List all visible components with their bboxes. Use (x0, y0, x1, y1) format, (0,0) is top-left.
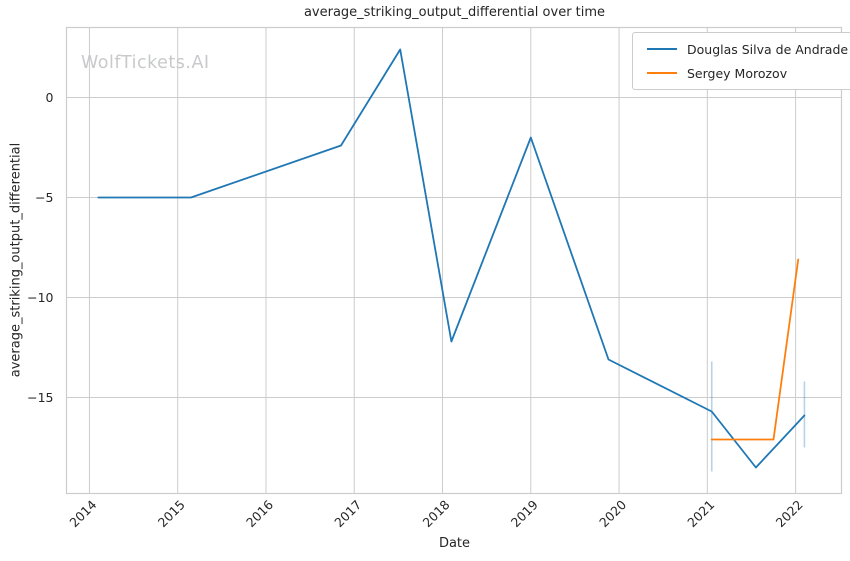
x-tick-label: 2014 (66, 497, 99, 530)
legend-line-swatch-orange (647, 72, 677, 74)
legend: Douglas Silva de Andrade Sergey Morozov (632, 32, 850, 90)
x-tick-label: 2021 (684, 497, 717, 530)
y-tick-label: −10 (27, 290, 53, 305)
x-tick-label: 2020 (596, 497, 629, 530)
legend-item: Sergey Morozov (647, 61, 848, 85)
legend-label: Douglas Silva de Andrade (687, 41, 849, 57)
series-line-1 (710, 258, 800, 441)
watermark: WolfTickets.AI (81, 53, 210, 73)
y-axis-label: average_striking_output_differential (8, 142, 24, 378)
x-tick-label: 2015 (155, 497, 188, 530)
y-tick-label: −5 (35, 190, 53, 205)
chart-title: average_striking_output_differential ove… (303, 5, 606, 20)
legend-item: Douglas Silva de Andrade (647, 37, 848, 61)
plot-border (65, 26, 843, 495)
x-tick-label: 2016 (243, 497, 276, 530)
y-tick-label: 0 (46, 90, 54, 105)
series-line-0 (97, 48, 806, 469)
x-tick-label: 2018 (420, 497, 453, 530)
legend-label: Sergey Morozov (687, 65, 788, 81)
y-tick-label: −15 (27, 390, 53, 405)
x-tick-label: 2019 (508, 497, 541, 530)
legend-line-swatch-blue (647, 48, 677, 50)
x-tick-label: 2022 (773, 497, 806, 530)
x-axis-label: Date (438, 536, 471, 551)
x-tick-label: 2017 (331, 497, 364, 530)
